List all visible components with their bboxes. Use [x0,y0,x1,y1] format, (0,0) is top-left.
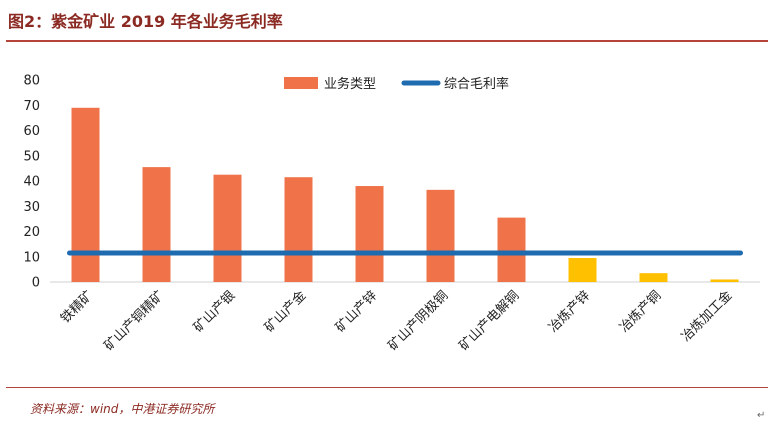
bar [213,174,242,282]
source-note: 资料来源：wind，中港证券研究所 [30,402,215,416]
footer-divider [6,387,768,388]
legend-label-line: 综合毛利率 [444,76,509,92]
x-tick-label: 铁精矿 [58,288,96,326]
bar [426,189,455,282]
x-tick-label: 矿山产锌 [333,288,380,335]
bar [497,217,526,282]
legend: 业务类型 综合毛利率 [284,76,509,92]
y-tick-label: 60 [23,124,40,139]
bar-chart: 01020304050607080 铁精矿 矿山产铜精矿 矿山产银 矿山产金 矿山产锌矿… [23,74,760,354]
bar [355,186,384,282]
y-tick-label: 10 [23,250,40,265]
return-mark: ↵ [757,410,766,421]
x-tick-label: 矿山产铜精矿 [102,288,168,354]
y-tick-label: 50 [23,149,40,164]
bars [71,107,739,283]
y-tick-label: 0 [32,276,40,291]
x-tick-label: 矿山产电解铜 [457,288,523,354]
x-tick-label: 矿山产金 [261,288,309,336]
x-tick-label: 冶炼产铜 [617,288,664,335]
x-axis: 铁精矿 矿山产铜精矿 矿山产银 矿山产金 矿山产锌 矿山产阴极铜 矿山产电解铜 冶炼产锌 冶炼产… [50,281,760,354]
legend-label-bar: 业务类型 [324,76,376,92]
y-axis: 0 10 20 30 40 50 60 70 80 [23,74,40,291]
y-tick-label: 30 [23,200,40,215]
x-tick-label: 矿山产银 [191,288,238,335]
y-tick-label: 40 [23,175,40,190]
bar [71,107,100,283]
bar [710,279,739,282]
bar [568,258,597,282]
y-tick-label: 70 [23,99,40,114]
x-tick-label: 冶炼产锌 [546,288,593,335]
bar [639,273,668,282]
bar [142,167,171,282]
x-tick-label: 矿山产阴极铜 [386,288,452,354]
header-divider [6,40,768,42]
legend-swatch-bar [284,77,318,89]
y-tick-label: 20 [23,225,40,240]
x-tick-label: 冶炼加工金 [678,288,735,345]
bar [284,177,313,282]
y-tick-label: 80 [23,74,40,89]
figure-title: 图2：紫金矿业 2019 年各业务毛利率 [8,12,283,31]
